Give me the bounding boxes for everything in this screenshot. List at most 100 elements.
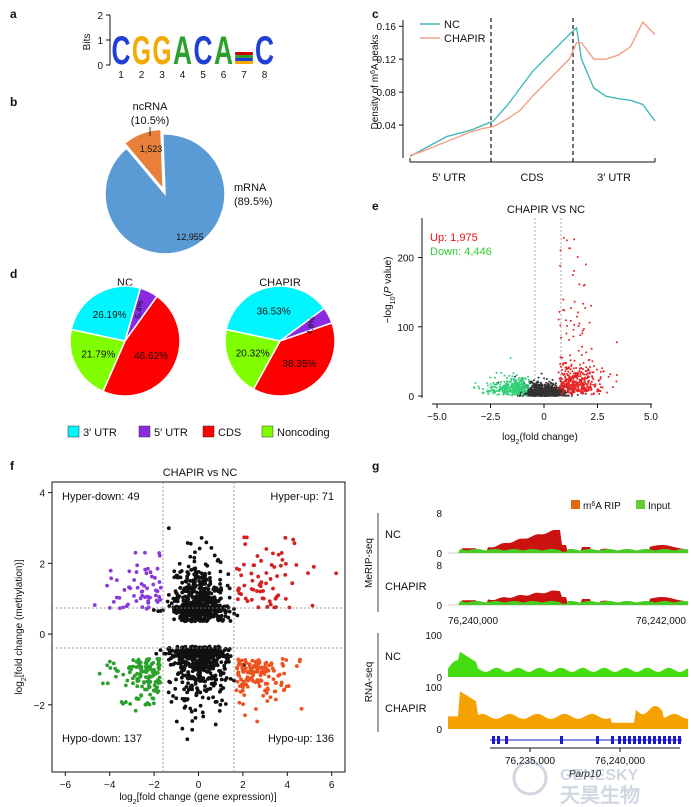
f-point	[220, 653, 224, 658]
f-point-hyper-up	[241, 562, 246, 567]
e-point	[530, 380, 533, 383]
e-point-up	[559, 264, 562, 267]
f-point-hypo-down	[153, 688, 158, 693]
f-point-hyper-up	[283, 597, 288, 601]
e-point-down	[527, 376, 530, 379]
e-point	[543, 377, 546, 380]
f-point-hypo-down	[105, 663, 110, 668]
pie-d-legend-label: 5′ UTR	[154, 427, 188, 439]
motif-letter: A	[173, 29, 192, 73]
f-point-hypo-up	[258, 673, 263, 678]
e-point	[559, 391, 562, 394]
f-title: CHAPIR vs NC	[163, 467, 238, 479]
f-point	[177, 605, 182, 609]
f-point	[196, 652, 201, 657]
f-point-hypo-down	[128, 701, 133, 706]
panel-g-label: g	[372, 459, 379, 473]
f-point	[178, 585, 183, 590]
f-point-hyper-up	[250, 578, 255, 583]
f-point-hypo-up	[235, 666, 240, 671]
e-point-down	[515, 374, 518, 377]
f-point-hyper-up	[291, 537, 296, 542]
e-point-down	[511, 392, 514, 395]
watermark-cn: 天昊生物	[560, 783, 640, 807]
f-point-hypo-down	[126, 666, 131, 671]
e-point	[551, 379, 554, 382]
f-point	[199, 585, 204, 590]
f-point	[191, 649, 196, 654]
f-point	[223, 610, 228, 615]
e-point-down	[513, 386, 516, 389]
f-point-hyper-up	[276, 552, 281, 557]
g-exon	[596, 736, 599, 744]
f-point-hypo-up	[259, 670, 263, 675]
f-point	[194, 599, 198, 604]
e-point-up	[599, 390, 602, 393]
panel-b-label: b	[10, 95, 17, 109]
e-point	[552, 393, 555, 396]
f-point-hypo-up	[247, 664, 252, 669]
e-point-up	[595, 368, 598, 371]
f-point-hypo-down	[136, 657, 141, 662]
f-point	[213, 607, 217, 612]
e-point-up	[592, 383, 595, 386]
e-point-up	[557, 318, 560, 321]
e-point-up	[579, 372, 582, 375]
f-point	[190, 684, 195, 689]
f-point-hypo-down	[121, 701, 125, 706]
f-point	[216, 615, 220, 619]
f-point-hypo-up	[248, 671, 252, 675]
f-point-hyper-up	[261, 596, 266, 601]
e-point	[545, 391, 548, 394]
f-point	[208, 575, 212, 580]
e-point-up	[560, 393, 563, 396]
f-point	[235, 613, 240, 618]
e-point-up	[572, 367, 575, 370]
f-point	[188, 554, 193, 559]
e-point-up	[582, 392, 585, 395]
e-point-up	[576, 374, 579, 377]
f-point	[165, 599, 170, 604]
f-point	[215, 558, 220, 563]
f-point-hyper-up	[236, 597, 240, 602]
e-point-up	[569, 359, 572, 362]
f-point-hypo-down	[114, 674, 118, 679]
e-point-up	[590, 375, 593, 378]
e-point	[545, 381, 548, 384]
e-point-up	[585, 373, 588, 376]
f-point	[225, 583, 230, 588]
f-point	[181, 598, 186, 603]
f-point	[198, 609, 202, 613]
e-point-up	[564, 362, 567, 365]
f-point	[186, 670, 191, 675]
motif-letter: G	[153, 29, 172, 73]
f-point	[178, 616, 182, 620]
g-gene-name: Parp10	[569, 769, 602, 780]
f-point-hyper-up	[310, 603, 315, 608]
f-point	[210, 660, 215, 665]
e-point-up	[593, 385, 596, 388]
e-point-up	[567, 370, 570, 373]
quadrant-scatter-f: CHAPIR vs NC −6 −4 −2 0 2 4 6 −2 0 2 4 Hyper-down:…	[14, 467, 346, 806]
f-point-hyper-up	[334, 571, 339, 576]
c-ytick: 0.04	[377, 121, 397, 132]
f-point	[192, 665, 197, 670]
e-point-up	[573, 238, 576, 241]
e-point-up	[585, 382, 588, 385]
g-track-chapir-rip	[448, 590, 688, 605]
e-point	[532, 385, 535, 388]
e-point-up	[558, 377, 561, 380]
e-point-down	[511, 382, 514, 385]
e-point	[540, 372, 543, 375]
f-point-hypo-up	[267, 663, 272, 668]
f-xtick: −2	[148, 780, 160, 791]
e-point-up	[569, 392, 572, 395]
f-point	[206, 613, 211, 617]
f-point-hypo-down	[121, 672, 126, 677]
pie-b-value-ncrna: 1,523	[140, 144, 163, 154]
e-point-up	[563, 385, 566, 388]
f-point	[203, 579, 208, 584]
f-point	[218, 560, 223, 565]
f-point	[228, 654, 233, 659]
f-point-hyper-down	[132, 578, 137, 582]
